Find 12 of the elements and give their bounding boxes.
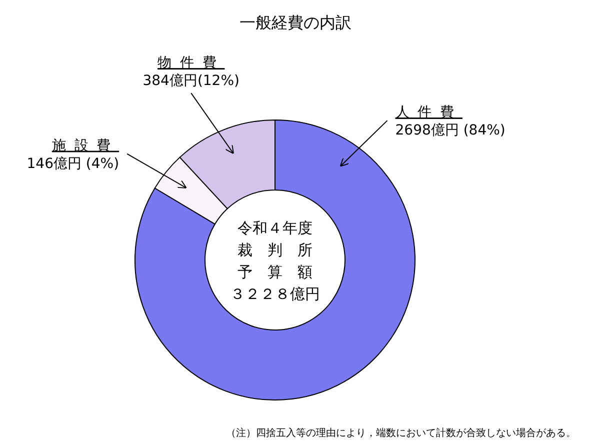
slice-label: 人件費 xyxy=(395,104,462,121)
text: （注）四捨五入等の理由により，端数において計数が合致しない場合がある。 xyxy=(226,427,576,439)
text: 裁 判 所 xyxy=(238,241,312,259)
text: ３２２８億円 xyxy=(230,285,320,303)
slice-label: 物件費 xyxy=(158,55,225,72)
data-label: 146億円 (4%) xyxy=(26,156,120,172)
text: 予 算 額 xyxy=(238,263,312,281)
slice-label: 施設費 xyxy=(52,138,120,154)
data-label: 384億円(12%) xyxy=(142,73,240,90)
chart-title: 一般経費の内訳 xyxy=(240,13,352,32)
data-label: 2698億円 (84%) xyxy=(395,122,506,139)
text: 令和４年度 xyxy=(238,219,312,237)
